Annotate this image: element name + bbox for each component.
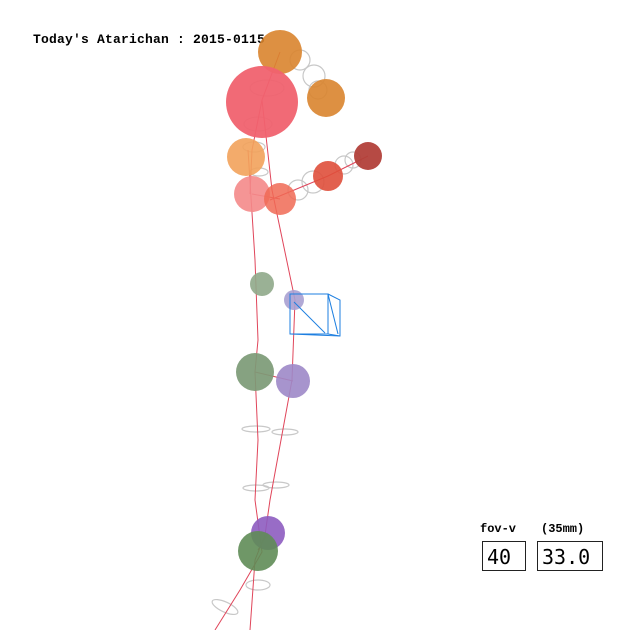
shin-ring <box>241 425 271 433</box>
head-sphere[interactable] <box>226 66 298 138</box>
camera-frame-front <box>289 293 329 335</box>
lens-label: (35mm) <box>541 522 585 536</box>
fov-value-field[interactable]: 40 <box>482 541 526 571</box>
knee-left-sphere[interactable] <box>236 353 274 391</box>
camera-gizmo[interactable] <box>289 293 341 337</box>
lens-value-field[interactable]: 33.0 <box>537 541 603 571</box>
camera-frame-diagonal <box>293 301 326 334</box>
ankle-left-sphere[interactable] <box>238 531 278 571</box>
chest-left-sphere[interactable] <box>234 176 270 212</box>
hair-tail-lower-sphere[interactable] <box>307 79 345 117</box>
shoulder-left-sphere[interactable] <box>227 138 265 176</box>
hand-right-sphere[interactable] <box>354 142 382 170</box>
foot-ring <box>245 579 271 591</box>
hip-right-sphere[interactable] <box>284 290 304 310</box>
joint-spheres <box>226 30 382 571</box>
page-title: Today's Atarichan : 2015-0115 <box>33 32 266 47</box>
elbow-right-sphere[interactable] <box>313 161 343 191</box>
camera-frame-edge <box>327 333 341 337</box>
chest-right-sphere[interactable] <box>264 183 296 215</box>
hair-tail-upper-sphere[interactable] <box>258 30 302 74</box>
knee-right-sphere[interactable] <box>276 364 310 398</box>
bone-lines <box>214 51 369 630</box>
hip-left-sphere[interactable] <box>250 272 274 296</box>
shin-ring <box>271 428 299 436</box>
camera-frame-side <box>289 293 341 337</box>
fov-label: fov-v <box>480 522 517 536</box>
shin-ring <box>262 481 290 489</box>
camera-frame-diagonal-2 <box>327 293 339 335</box>
foot-ring <box>211 598 239 616</box>
